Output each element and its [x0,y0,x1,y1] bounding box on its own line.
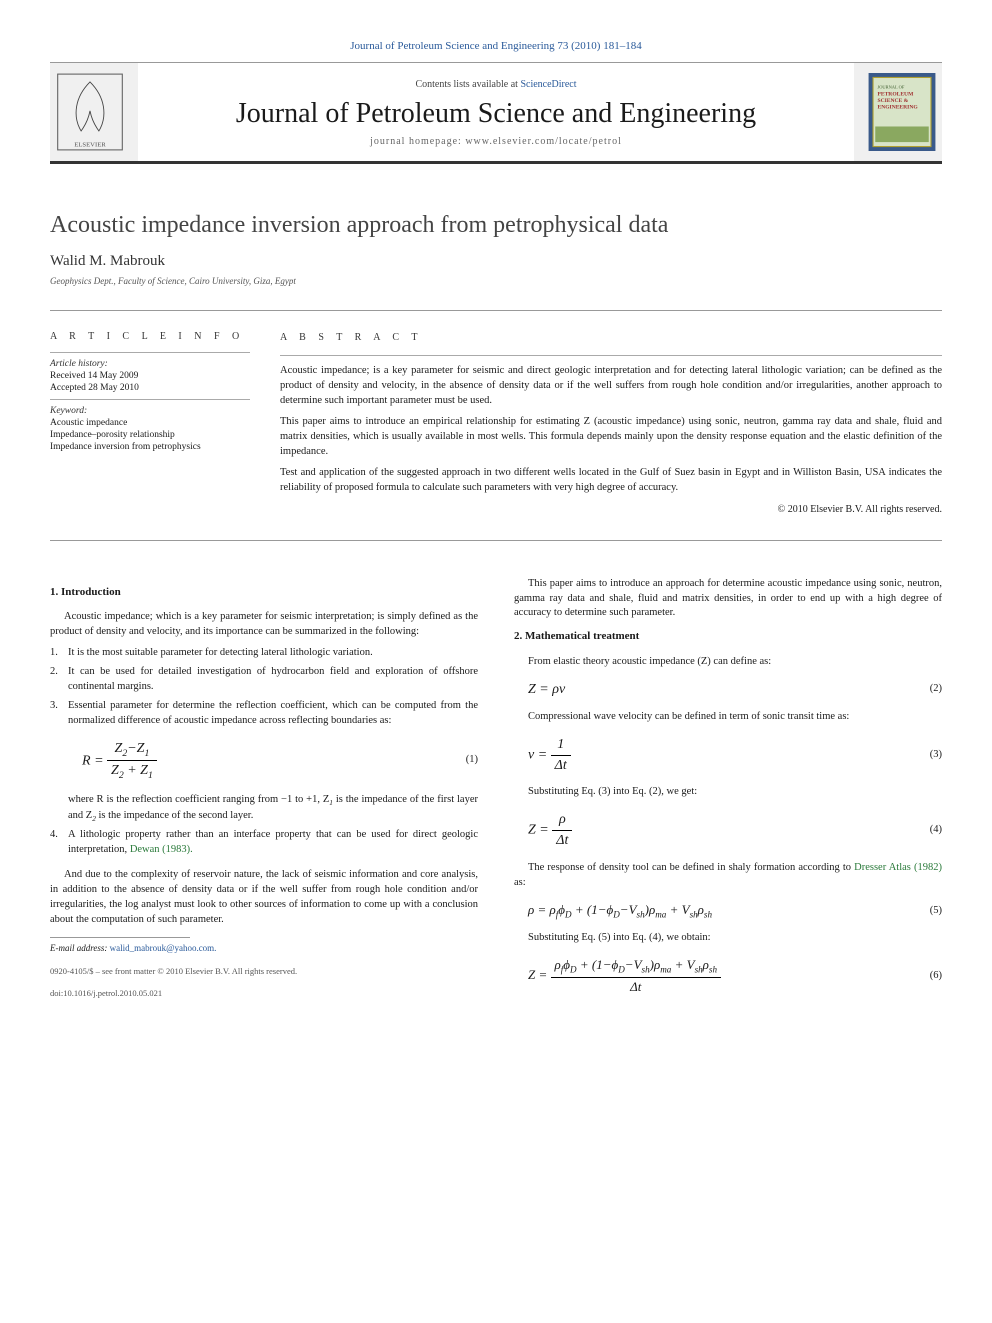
author-affiliation: Geophysics Dept., Faculty of Science, Ca… [50,276,942,286]
eq-4-number: (4) [930,823,942,838]
equation-3: v = 1Δt (3) [528,735,942,776]
math-p3: Substituting Eq. (3) into Eq. (2), we ge… [514,785,942,800]
citation-link[interactable]: Journal of Petroleum Science and Enginee… [350,40,641,52]
sciencedirect-link[interactable]: ScienceDirect [520,79,576,90]
abstract-p2: This paper aims to introduce an empirica… [280,415,942,460]
list-item-3-after: where R is the reflection coefficient ra… [68,793,478,824]
eq-1-number: (1) [466,753,478,768]
eq-6-number: (6) [930,969,942,984]
abstract-p3: Test and application of the suggested ap… [280,466,942,496]
intro-closing: And due to the complexity of reservoir n… [50,868,478,928]
equation-5: ρ = ρfϕD + (1−ϕD−Vsh)ρma + Vshρsh (5) [528,901,942,922]
doi-line: doi:10.1016/j.petrol.2010.05.021 [50,987,478,999]
svg-text:SCIENCE &: SCIENCE & [877,98,908,104]
math-p4-b: as: [514,877,526,888]
list-item-4: 4.A lithologic property rather than an i… [50,828,478,858]
svg-text:ENGINEERING: ENGINEERING [877,105,918,111]
math-p2: Compressional wave velocity can be defin… [514,710,942,725]
abstract-heading: A B S T R A C T [280,331,942,345]
intro-list: 1.It is the most suitable parameter for … [50,646,478,858]
received-date: Received 14 May 2009 [50,371,250,381]
email-line: E-mail address: walid_mabrouk@yahoo.com. [50,942,478,955]
masthead-center: Contents lists available at ScienceDirec… [138,63,854,161]
citation-dresser[interactable]: Dresser Atlas (1982) [854,862,942,873]
svg-text:PETROLEUM: PETROLEUM [877,91,914,97]
left-column: 1. Introduction Acoustic impedance; whic… [50,577,478,1007]
history-label: Article history: [50,359,250,369]
math-p1: From elastic theory acoustic impedance (… [514,655,942,670]
col2-intro: This paper aims to introduce an approach… [514,577,942,622]
citation-dewan[interactable]: Dewan (1983). [130,844,193,855]
list-item-1: 1.It is the most suitable parameter for … [50,646,478,661]
eq-2-number: (2) [930,682,942,697]
math-p5: Substituting Eq. (5) into Eq. (4), we ob… [514,931,942,946]
author-name: Walid M. Mabrouk [50,253,942,270]
accepted-date: Accepted 28 May 2010 [50,383,250,393]
keyword-item: Impedance–porosity relationship [50,430,250,440]
equation-4: Z = ρΔt (4) [528,810,942,851]
svg-text:JOURNAL OF: JOURNAL OF [877,85,904,90]
abstract: A B S T R A C T Acoustic impedance; is a… [280,331,942,518]
article-title: Acoustic impedance inversion approach fr… [50,212,942,239]
equation-1: R = Z2−Z1Z2 + Z1 (1) [82,739,478,783]
eq-3-number: (3) [930,748,942,763]
contents-line: Contents lists available at ScienceDirec… [138,79,854,90]
intro-lead: Acoustic impedance; which is a key param… [50,610,478,640]
title-block: Acoustic impedance inversion approach fr… [50,212,942,286]
article-info-heading: A R T I C L E I N F O [50,331,250,342]
issn-line: 0920-4105/$ – see front matter © 2010 El… [50,965,478,977]
author-email-link[interactable]: walid_mabrouk@yahoo.com. [110,943,217,953]
list-item-2: 2.It can be used for detailed investigat… [50,665,478,695]
math-p4-a: The response of density tool can be defi… [528,862,854,873]
running-header: Journal of Petroleum Science and Enginee… [50,40,942,62]
footer-rule [50,937,190,938]
list-item-3: 3.Essential parameter for determine the … [50,699,478,824]
abstract-copyright: © 2010 Elsevier B.V. All rights reserved… [280,503,942,517]
elsevier-logo: ELSEVIER [50,67,130,157]
equation-2: Z = ρv (2) [528,680,942,700]
keyword-item: Acoustic impedance [50,418,250,428]
journal-cover-icon: JOURNAL OF PETROLEUM SCIENCE & ENGINEERI… [862,67,942,157]
journal-homepage: journal homepage: www.elsevier.com/locat… [138,136,854,147]
article-info: A R T I C L E I N F O Article history: R… [50,331,250,518]
right-column: This paper aims to introduce an approach… [514,577,942,1007]
section-2-heading: 2. Mathematical treatment [514,629,942,645]
contents-prefix: Contents lists available at [415,79,520,90]
section-1-heading: 1. Introduction [50,585,478,601]
equation-6: Z = ρfϕD + (1−ϕD−Vsh)ρma + VshρshΔt (6) [528,956,942,996]
keyword-item: Impedance inversion from petrophysics [50,442,250,452]
masthead: ELSEVIER Contents lists available at Sci… [50,62,942,164]
eq-5-number: (5) [930,904,942,919]
math-p4: The response of density tool can be defi… [514,861,942,891]
journal-name: Journal of Petroleum Science and Enginee… [138,98,854,130]
body-columns: 1. Introduction Acoustic impedance; whic… [50,577,942,1007]
info-abstract-row: A R T I C L E I N F O Article history: R… [50,310,942,541]
email-label: E-mail address: [50,943,110,953]
keyword-label: Keyword: [50,406,250,416]
svg-text:ELSEVIER: ELSEVIER [74,142,106,149]
abstract-p1: Acoustic impedance; is a key parameter f… [280,364,942,409]
